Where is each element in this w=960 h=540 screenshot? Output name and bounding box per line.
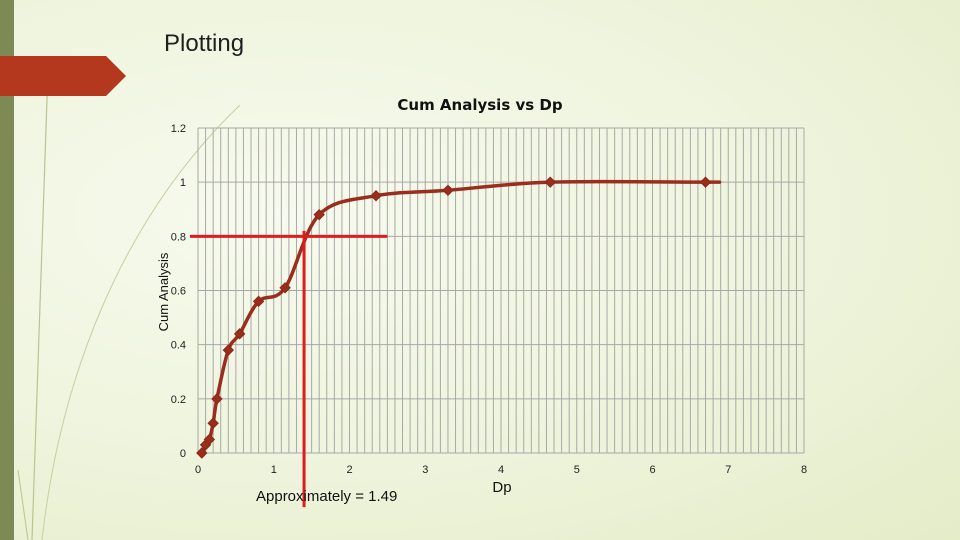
data-point xyxy=(544,176,556,188)
x-tick-label: 3 xyxy=(422,464,428,476)
estimate-annotation: Approximately = 1.49 xyxy=(256,488,397,505)
y-tick-label: 0.8 xyxy=(171,231,186,243)
series-line xyxy=(200,179,722,455)
data-point xyxy=(222,344,235,356)
data-point xyxy=(211,393,223,405)
x-tick-label: 1 xyxy=(271,464,277,476)
y-tick-label: 0.2 xyxy=(171,394,186,406)
y-tick-label: 0.6 xyxy=(171,286,186,298)
data-point xyxy=(203,433,216,446)
data-point xyxy=(252,295,265,308)
data-point xyxy=(370,190,382,202)
data-point xyxy=(196,447,208,459)
chart-title: Cum Analysis vs Dp xyxy=(397,96,562,114)
decorative-lines xyxy=(17,69,241,540)
chart-grid xyxy=(197,127,805,454)
x-tick-label: 6 xyxy=(649,464,655,476)
data-point xyxy=(233,328,246,340)
x-tick-label: 5 xyxy=(574,464,580,476)
y-axis-label: Cum Analysis xyxy=(156,252,171,331)
data-point xyxy=(313,208,325,221)
y-axis-ticks: 0 0.2 0.4 0.6 0.8 1 1.2 xyxy=(171,123,186,460)
x-tick-label: 0 xyxy=(195,464,201,476)
data-point xyxy=(279,282,291,294)
x-tick-label: 4 xyxy=(498,464,504,476)
x-axis-ticks: 0 1 2 3 4 5 6 7 8 xyxy=(195,464,807,476)
reference-lines xyxy=(190,230,388,508)
x-tick-label: 2 xyxy=(346,464,352,476)
y-tick-label: 0.4 xyxy=(171,340,186,352)
y-tick-label: 1 xyxy=(180,177,186,189)
data-point xyxy=(699,176,712,188)
accent-tab xyxy=(0,56,126,96)
x-tick-label: 7 xyxy=(725,464,731,476)
y-tick-label: 1.2 xyxy=(171,123,186,135)
y-tick-label: 0 xyxy=(180,448,186,460)
x-tick-label: 8 xyxy=(801,464,807,476)
series-cum-analysis xyxy=(196,176,722,459)
x-axis-label: Dp xyxy=(492,479,511,496)
slide-title: Plotting xyxy=(164,30,245,57)
data-point xyxy=(442,184,454,196)
left-decorative-bar xyxy=(0,0,14,540)
data-point xyxy=(207,417,219,429)
